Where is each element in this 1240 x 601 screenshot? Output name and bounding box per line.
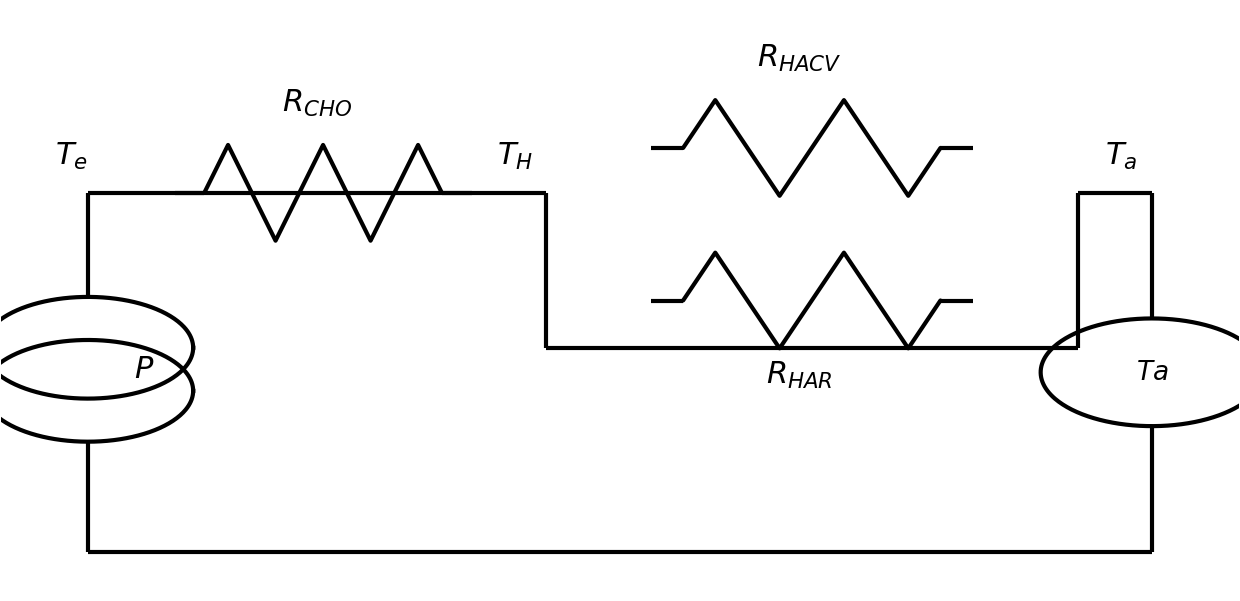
Text: $T_H$: $T_H$	[497, 141, 533, 172]
Text: $R_{HACV}$: $R_{HACV}$	[758, 43, 842, 74]
Text: $R_{CHO}$: $R_{CHO}$	[281, 88, 352, 118]
Text: $T_e$: $T_e$	[56, 141, 88, 172]
Text: $R_{HAR}$: $R_{HAR}$	[766, 360, 833, 391]
Text: $Ta$: $Ta$	[1136, 360, 1168, 385]
Text: $P$: $P$	[134, 354, 154, 385]
Text: $T_a$: $T_a$	[1105, 141, 1137, 172]
